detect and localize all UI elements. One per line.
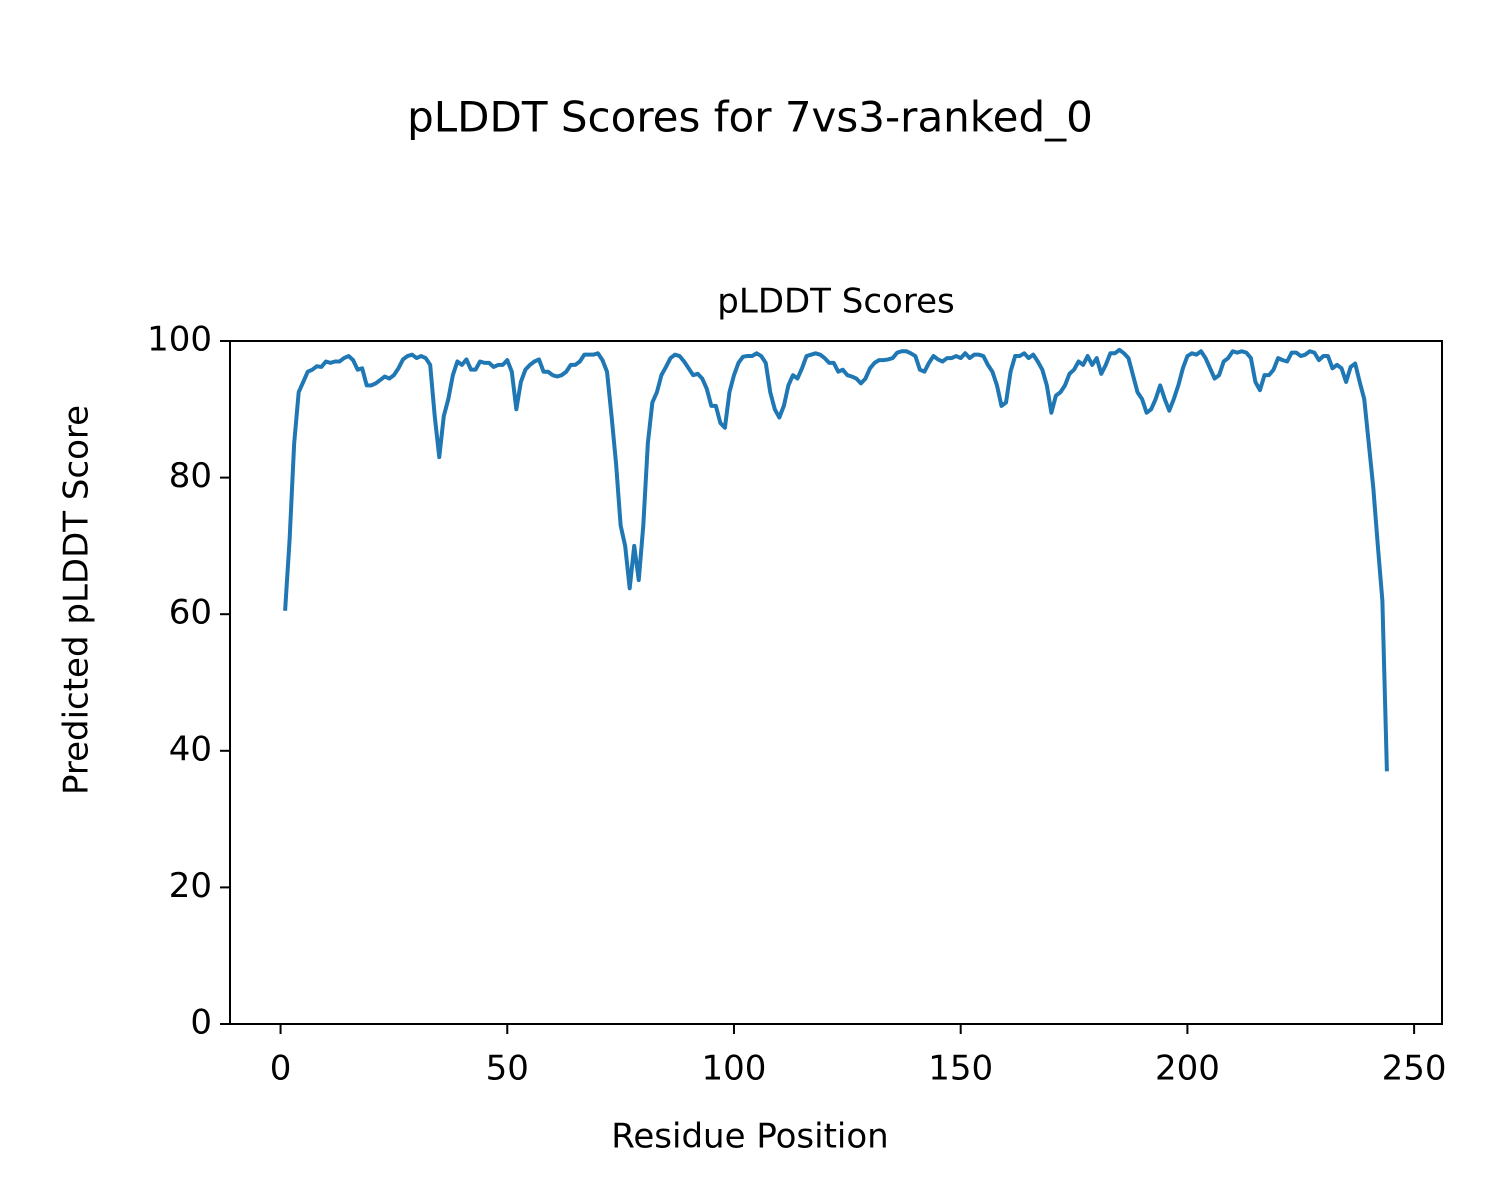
x-axis-label: Residue Position (611, 1117, 888, 1157)
y-tick-label: 100 (147, 320, 212, 360)
y-tick-label: 60 (169, 593, 212, 633)
y-tick-label: 20 (169, 866, 212, 906)
y-tick-label: 40 (169, 729, 212, 769)
x-tick-label: 100 (702, 1049, 767, 1089)
data-line (283, 347, 1389, 772)
x-tick-label: 250 (1382, 1049, 1447, 1089)
y-axis-label: Predicted pLDDT Score (57, 405, 97, 795)
y-tick-label: 80 (169, 456, 212, 496)
axes-title: pLDDT Scores (717, 282, 954, 322)
x-tick-label: 0 (270, 1049, 292, 1089)
x-tick-label: 150 (928, 1049, 993, 1089)
figure-title: pLDDT Scores for 7vs3-ranked_0 (407, 93, 1093, 142)
x-tick-label: 50 (486, 1049, 529, 1089)
plot-frame (229, 340, 1443, 1025)
y-tick-label: 0 (190, 1003, 212, 1043)
x-tick-label: 200 (1155, 1049, 1220, 1089)
